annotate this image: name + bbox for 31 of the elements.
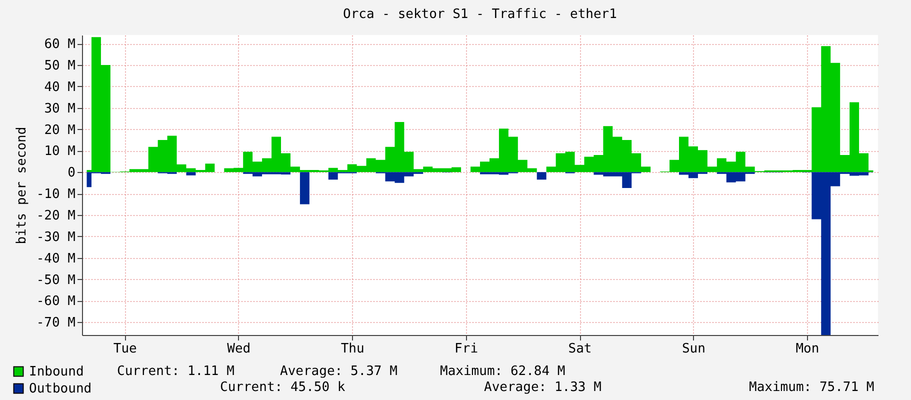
y-tick-label: 30 M — [44, 101, 76, 116]
y-tick-label: 60 M — [44, 37, 76, 52]
y-axis-title: bits per second — [14, 126, 30, 244]
y-tick-label: 40 M — [44, 80, 76, 95]
y-tick-label: 20 M — [44, 122, 76, 138]
text: Maximum: 75.71 M — [749, 380, 874, 395]
y-tick-label: -50 M — [36, 272, 76, 288]
text: Maximum: 62.84 M — [440, 364, 566, 379]
text: Current: 45.50 k — [220, 380, 346, 395]
text: Average: 5.37 M — [280, 364, 398, 379]
x-tick-label: Wed — [227, 342, 251, 356]
x-tick-label: Sun — [682, 342, 706, 356]
x-tick-label: Mon — [796, 342, 820, 356]
y-tick-label: -70 M — [36, 316, 76, 331]
legend-label: Inbound — [29, 364, 84, 380]
chart-title: Orca - sektor S1 - Traffic - ether1 — [343, 7, 617, 22]
y-tick-label: 10 M — [44, 144, 76, 160]
y-tick-label: -10 M — [36, 187, 76, 202]
y-tick-label: -20 M — [36, 208, 76, 224]
y-tick-label: 0 — [68, 166, 76, 181]
y-tick-label: -60 M — [36, 294, 76, 310]
x-tick-label: Fri — [454, 342, 478, 356]
text: Average: 1.33 M — [484, 380, 602, 395]
y-tick-label: 50 M — [44, 58, 76, 74]
y-tick-label: -40 M — [36, 251, 76, 266]
x-tick-label: Sat — [568, 342, 592, 356]
text: Current: 1.11 M — [117, 364, 235, 379]
legend-label: Outbound — [29, 382, 92, 396]
y-tick-label: -30 M — [36, 230, 76, 245]
x-tick-label: Tue — [113, 342, 138, 356]
x-tick-label: Thu — [340, 342, 364, 356]
